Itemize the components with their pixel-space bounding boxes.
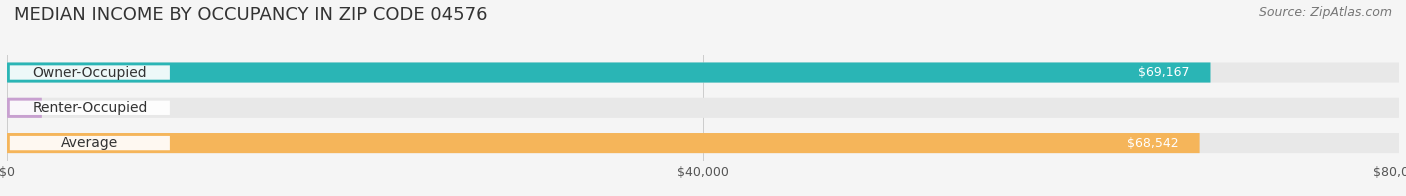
FancyBboxPatch shape [7,133,1399,153]
Text: Renter-Occupied: Renter-Occupied [32,101,148,115]
Text: Owner-Occupied: Owner-Occupied [32,65,148,80]
Text: Average: Average [62,136,118,150]
FancyBboxPatch shape [10,65,170,80]
FancyBboxPatch shape [10,101,170,115]
Text: MEDIAN INCOME BY OCCUPANCY IN ZIP CODE 04576: MEDIAN INCOME BY OCCUPANCY IN ZIP CODE 0… [14,6,488,24]
FancyBboxPatch shape [7,63,1399,83]
FancyBboxPatch shape [7,98,42,118]
FancyBboxPatch shape [10,136,170,150]
Text: Source: ZipAtlas.com: Source: ZipAtlas.com [1258,6,1392,19]
Text: $0: $0 [56,101,72,114]
FancyBboxPatch shape [7,133,1199,153]
Text: $69,167: $69,167 [1137,66,1189,79]
FancyBboxPatch shape [7,63,1211,83]
FancyBboxPatch shape [7,98,1399,118]
Text: $68,542: $68,542 [1128,137,1178,150]
